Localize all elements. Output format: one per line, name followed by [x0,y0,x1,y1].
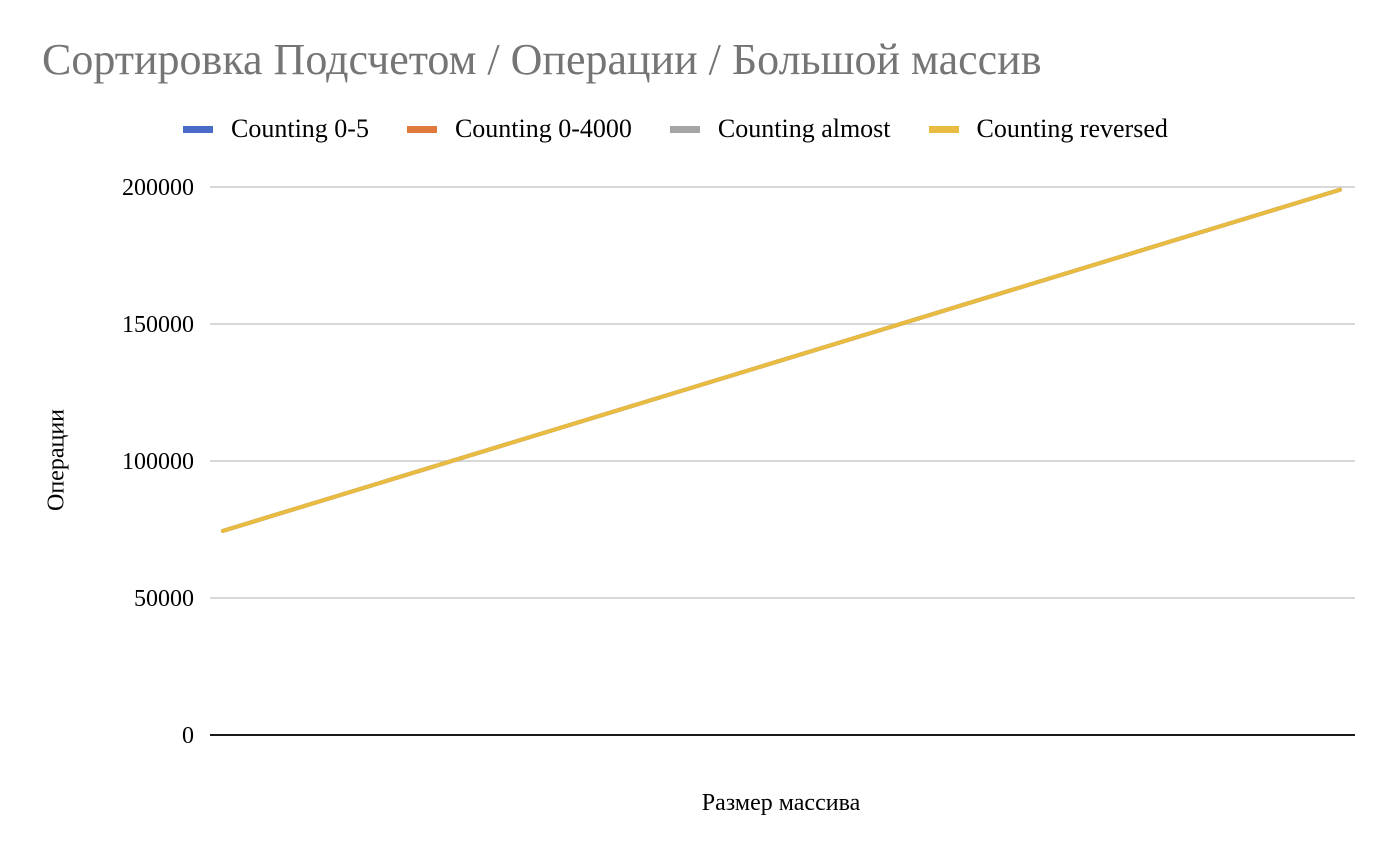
legend: Counting 0-5 Counting 0-4000 Counting al… [183,112,1206,146]
legend-label: Counting almost [717,114,891,143]
legend-label: Counting 0-4000 [454,114,632,143]
legend-item: Counting 0-4000 [406,114,632,144]
x-axis-label: Размер массива [701,790,861,816]
legend-label: Counting reversed [976,114,1168,143]
y-tick-label: 150000 [122,312,194,338]
chart-title: Сортировка Подсчетом / Операции / Большо… [42,35,1042,84]
legend-item: Counting reversed [928,114,1168,144]
y-tick-label: 0 [182,723,194,749]
y-tick-label: 200000 [122,175,194,201]
legend-swatch [406,125,437,133]
legend-swatch [183,125,213,133]
y-tick-label: 50000 [134,586,194,612]
legend-item: Counting almost [669,114,891,144]
legend-label: Counting 0-5 [231,114,369,143]
legend-swatch [669,125,700,133]
legend-item: Counting 0-5 [183,114,369,144]
series-line [221,187,1342,533]
legend-swatch [928,125,959,133]
y-tick-label: 100000 [122,449,194,475]
